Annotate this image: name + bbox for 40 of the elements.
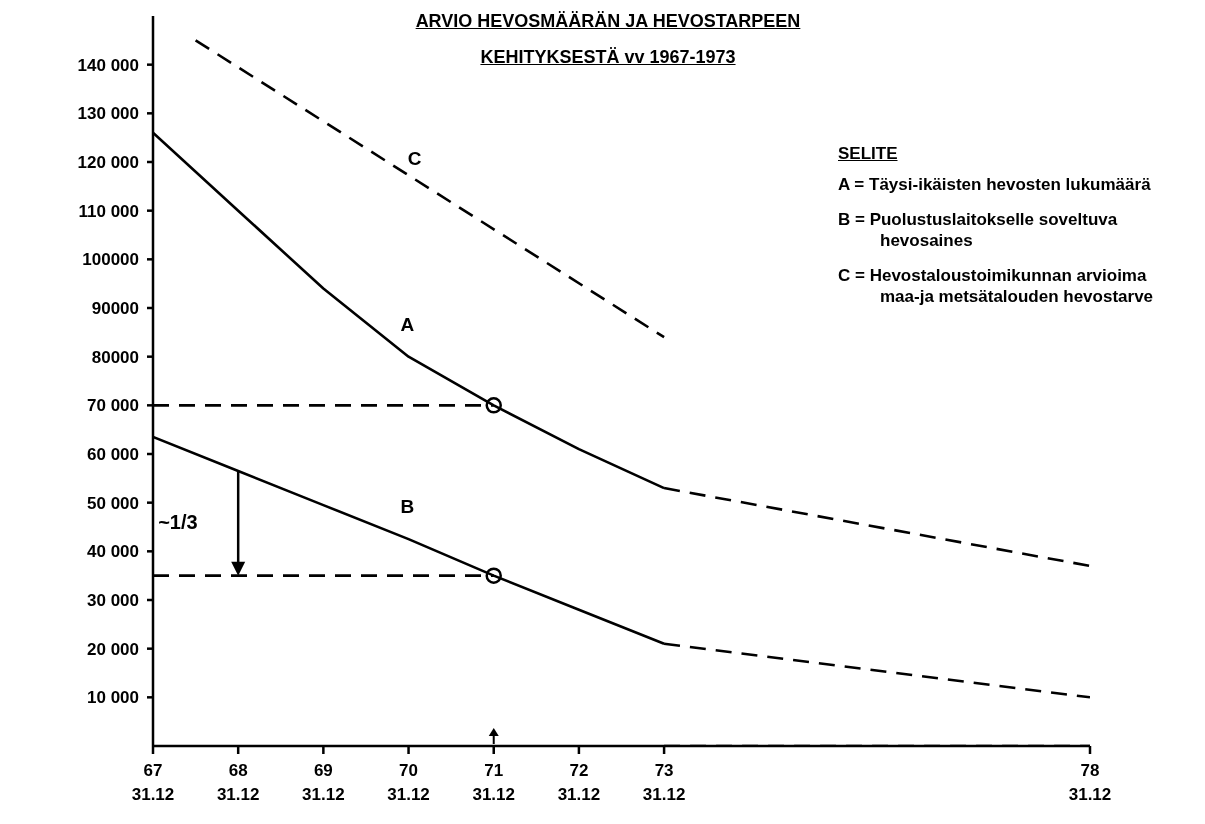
annotation: C = Hevostaloustoimikunnan arvioima maa-ja metsätalouden hevostarve [838,265,1155,307]
annotation: A = Täysi-ikäisten hevosten lukumäärä [838,174,1152,195]
y-tick-label: 140 000 [77,55,139,75]
annotation: SELITE [838,143,899,164]
text: 31.12 [1068,785,1112,804]
x-tick-label: 78 [1080,761,1100,780]
y-tick-label: 80000 [91,347,139,367]
series-label: A [400,313,415,335]
y-tick-label: 40 000 [87,542,139,562]
y-tick-label: 100000 [82,250,139,270]
x-tick-label: 71 [484,761,504,780]
y-tick-label: 120 000 [77,153,139,172]
series-label: C [407,147,422,169]
y-tick-label: 130 000 [77,104,139,124]
annotation: ~1/3 [158,511,198,534]
x-tick-label: 73 [654,761,674,780]
x-tick-label: 72 [569,761,589,780]
x-tick-label: 70 [399,761,419,780]
x-axis-title: 31.12 [131,785,175,804]
text: 31.12 [472,785,515,804]
y-tick-label: 20 000 [87,639,139,659]
annotation: B = Puolustuslaitokselle soveltuva hevosaines [838,209,1119,251]
y-tick-label: 10 000 [87,688,139,708]
x-tick-label: 69 [313,761,333,780]
chart-title: ARVIO HEVOSMÄÄRÄN JA HEVOSTARPEEN [415,11,801,31]
series-label: B [400,496,415,518]
text: KEHITYKSESTÄ vv 1967-1973 [480,47,736,67]
text: 31.12 [216,785,260,804]
text: 31.12 [642,785,686,804]
text: 31.12 [302,785,345,804]
y-tick-label: 90000 [91,299,139,318]
x-tick-label: 67 [143,761,163,780]
text: 31.12 [557,785,601,804]
text: 31.12 [387,785,430,804]
y-tick-label: 30 000 [87,591,139,610]
y-tick-label: 50 000 [87,493,139,513]
y-tick-label: 110 000 [78,201,139,221]
y-tick-label: 70 000 [87,396,139,416]
y-tick-label: 60 000 [87,445,139,464]
x-tick-label: 68 [228,761,248,780]
